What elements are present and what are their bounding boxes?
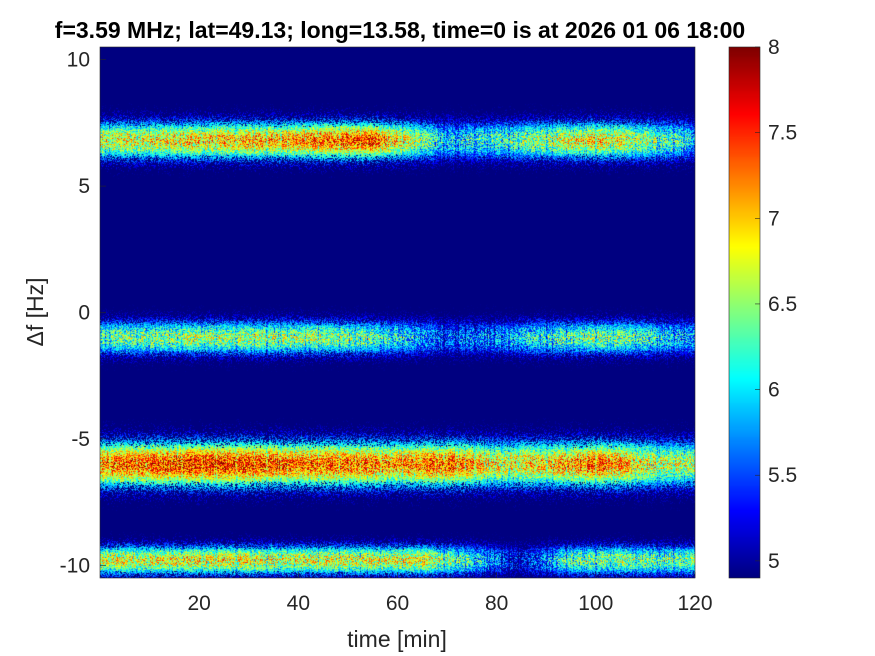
colorbar-gradient: [729, 47, 760, 578]
x-axis: 20 40 60 80 100 120: [187, 572, 713, 615]
x-tick-label: 120: [677, 592, 712, 615]
y-tick-label: -10: [60, 554, 90, 577]
x-tick-label: 40: [287, 592, 310, 615]
colorbar-ticks: 8 7.5 7 6.5 6 5.5 5: [755, 36, 797, 573]
colorbar-tick-label: 6.5: [768, 293, 797, 316]
y-tick-label: 10: [67, 49, 90, 72]
heatmap-raster: [100, 47, 695, 578]
colorbar-tick-label: 5.5: [768, 464, 797, 487]
colorbar-tick-label: 5: [768, 550, 780, 573]
x-tick-label: 80: [485, 592, 508, 615]
x-tick-label: 20: [187, 592, 210, 615]
colorbar-tick-label: 7: [768, 207, 780, 230]
y-tick-label: 5: [78, 175, 90, 198]
x-tick-label: 60: [386, 592, 409, 615]
x-tick-label: 100: [578, 592, 613, 615]
y-tick-label: -5: [71, 428, 90, 451]
y-axis: 10 5 0 -5 -10: [60, 49, 106, 577]
colorbar-tick-label: 7.5: [768, 122, 797, 145]
y-tick-label: 0: [78, 302, 90, 325]
plot-area: [99, 46, 696, 579]
colorbar-tick-label: 6: [768, 379, 780, 402]
chart-title: f=3.59 MHz; lat=49.13; long=13.58, time=…: [55, 17, 745, 43]
colorbar-frame: [728, 46, 761, 579]
y-axis-label: Δf [Hz]: [22, 277, 48, 346]
colorbar-tick-label: 8: [768, 36, 780, 59]
colorbar: 8 7.5 7 6.5 6 5.5 5: [728, 36, 797, 579]
x-axis-label: time [min]: [347, 626, 447, 652]
